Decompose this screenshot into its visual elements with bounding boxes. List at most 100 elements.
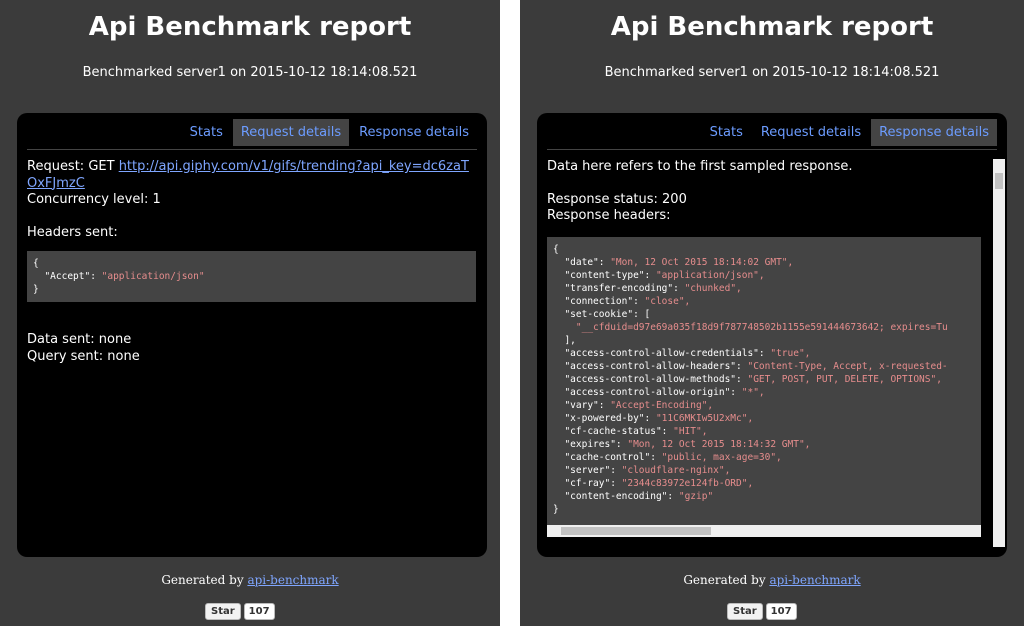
code-scroll: { "date": "Mon, 12 Oct 2015 18:14:02 GMT…: [547, 236, 981, 537]
code-line: "Accept": "application/json": [33, 270, 470, 283]
tab[interactable]: Stats: [709, 125, 743, 140]
response-headers-label: Response headers:: [547, 208, 671, 223]
footer-prefix: Generated by: [683, 573, 766, 587]
code-line: }: [33, 283, 470, 296]
code-key: "cf-cache-status":: [553, 425, 674, 437]
code-value: "Mon, 12 Oct 2015 18:14:02 GMT",: [610, 256, 794, 268]
code-key: "date":: [553, 256, 611, 268]
code-line: "x-powered-by": "11C6MKIw5U2xMc",: [553, 412, 975, 425]
code-key: }: [33, 284, 39, 295]
code-line: "access-control-allow-origin": "*",: [553, 386, 975, 399]
code-line: ],: [553, 334, 975, 347]
code-key: {: [553, 243, 559, 255]
code-line: "cache-control": "public, max-age=30",: [553, 451, 975, 464]
code-key: "cf-ray":: [553, 477, 622, 489]
code-line: "access-control-allow-headers": "Content…: [553, 360, 975, 373]
tab[interactable]: Response details: [359, 125, 469, 140]
code-value: "*",: [741, 386, 765, 398]
code-line: "date": "Mon, 12 Oct 2015 18:14:02 GMT",: [553, 256, 975, 269]
tab[interactable]: Request details: [760, 125, 862, 140]
code-key: "connection":: [553, 295, 645, 307]
report-card: Stats Request details Response details Requ…: [17, 113, 487, 557]
star-button[interactable]: Star: [727, 603, 763, 620]
code-key: "content-encoding":: [553, 490, 679, 502]
footer: Generated by api-benchmark: [0, 573, 500, 587]
footer: Generated by api-benchmark: [520, 573, 1024, 587]
code-line: "content-encoding": "gzip": [553, 490, 975, 503]
tab[interactable]: Stats: [189, 125, 223, 140]
code-value: "11C6MKIw5U2xMc",: [655, 412, 754, 424]
footer-link[interactable]: api-benchmark: [769, 573, 861, 587]
data-sent: Data sent: none: [27, 332, 132, 347]
star-count: 107: [243, 603, 275, 620]
code-line: }: [553, 503, 975, 516]
github-star: Star 107: [727, 603, 797, 620]
code-value: "gzip": [678, 490, 714, 502]
query-sent: Query sent: none: [27, 348, 140, 364]
code-value: "__cfduid=d97e69a035f18d9f787748502b1155…: [575, 321, 948, 333]
footer-link[interactable]: api-benchmark: [247, 573, 339, 587]
request-url[interactable]: http://api.giphy.com/v1/gifs/trending?ap…: [27, 159, 469, 191]
code-key: }: [553, 503, 559, 515]
code-key: "access-control-allow-methods":: [553, 373, 748, 385]
code-line: "cf-cache-status": "HIT",: [553, 425, 975, 438]
horizontal-scroll-thumb: [561, 526, 711, 535]
page-subtitle: Benchmarked server1 on 2015-10-12 18:14:…: [604, 65, 940, 80]
code-key: "server":: [553, 464, 622, 476]
code-key: "vary":: [553, 399, 611, 411]
code-line: {: [33, 257, 470, 270]
code-key: "access-control-allow-origin":: [553, 386, 742, 398]
star-count: 107: [765, 603, 797, 620]
code-line: "__cfduid=d97e69a035f18d9f787748502b1155…: [553, 321, 975, 334]
code-line: "access-control-allow-credentials": "tru…: [553, 347, 975, 360]
code-key: "access-control-allow-credentials":: [553, 347, 771, 359]
code-line: "connection": "close",: [553, 295, 975, 308]
code-value: "close",: [644, 295, 691, 307]
code-value: "public, max-age=30",: [661, 451, 782, 463]
vertical-scroll-thumb: [995, 173, 1003, 189]
page-title: Api Benchmark report: [610, 12, 934, 42]
vertical-scrollbar: [993, 159, 1005, 547]
request-line: Request: GET http://api.giphy.com/v1/gif…: [27, 159, 477, 192]
code-value: "2344c83972e124fb-ORD",: [621, 477, 754, 489]
code-key: ],: [553, 334, 576, 346]
code-line: "expires": "Mon, 12 Oct 2015 18:14:32 GM…: [553, 438, 975, 451]
code-value: "HIT",: [673, 425, 708, 437]
code-key: "cache-control":: [553, 451, 662, 463]
tab[interactable]: Response details: [871, 119, 997, 146]
code-key: {: [33, 258, 39, 269]
tab[interactable]: Request details: [232, 119, 350, 146]
code-line: "cf-ray": "2344c83972e124fb-ORD",: [553, 477, 975, 490]
code-key: "content-type":: [553, 269, 656, 281]
code-value: "true",: [770, 347, 811, 359]
page-title: Api Benchmark report: [88, 12, 412, 42]
code-line: "content-type": "application/json",: [553, 269, 975, 282]
star-button[interactable]: Star: [205, 603, 241, 620]
code-block: { "Accept": "application/json"}: [27, 251, 476, 302]
request-label: Request: GET: [27, 159, 115, 174]
code-value: "GET, POST, PUT, DELETE, OPTIONS",: [747, 373, 942, 385]
response-note: Data here refers to the first sampled re…: [547, 159, 853, 174]
code-value: "application/json": [101, 271, 205, 282]
response-status: Response status: 200: [547, 191, 687, 207]
code-key: "access-control-allow-headers":: [553, 360, 748, 372]
github-star: Star 107: [205, 603, 275, 620]
response-details: Data here refers to the first sampled re…: [547, 159, 983, 547]
report-panel: Api Benchmark report Benchmarked server1 …: [520, 0, 1024, 626]
code-value: "Accept-Encoding",: [610, 399, 714, 411]
report-card: Stats Request details Response details Data…: [537, 113, 1007, 557]
code-key: "Accept":: [33, 271, 102, 282]
code-value: "cloudflare-nginx",: [621, 464, 731, 476]
code-value: "Mon, 12 Oct 2015 18:14:32 GMT",: [627, 438, 811, 450]
code-line: "server": "cloudflare-nginx",: [553, 464, 975, 477]
tab-divider: [27, 149, 477, 150]
request-details: Request: GET http://api.giphy.com/v1/gif…: [27, 159, 477, 365]
code-block: { "date": "Mon, 12 Oct 2015 18:14:02 GMT…: [547, 236, 981, 529]
code-key: "x-powered-by":: [553, 412, 656, 424]
code-value: "Content-Type, Accept, x-requested-: [747, 360, 948, 372]
code-value: "application/json",: [655, 269, 765, 281]
code-line: "access-control-allow-methods": "GET, PO…: [553, 373, 975, 386]
code-line: "transfer-encoding": "chunked",: [553, 282, 975, 295]
code-key: [553, 322, 576, 333]
